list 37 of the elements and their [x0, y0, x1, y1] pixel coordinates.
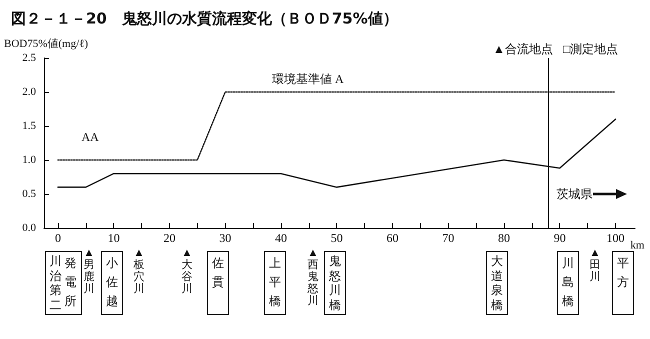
x-axis-title: km [630, 240, 645, 252]
y-axis-title: BOD75%値(mg/ℓ) [4, 37, 88, 51]
y-tick-label: 2.0 [22, 86, 36, 98]
text: 大道泉橋 [491, 254, 503, 312]
chart-title: 図２－１－20 鬼怒川の水質流程変化（ＢＯＤ75%値） [11, 10, 398, 28]
text: ▲板穴川 [134, 247, 144, 295]
text: 佐貫 [212, 255, 224, 291]
ref-line-label: 茨城県 [556, 186, 593, 202]
text: 川島橋 [562, 255, 574, 310]
x-tick-label: 80 [498, 231, 510, 245]
x-tick-label: 0 [54, 231, 61, 245]
text: ▲合流地点 [493, 41, 553, 58]
x-tick-label: 20 [163, 231, 176, 245]
text: ▲西鬼怒川 [308, 247, 318, 307]
x-tick-label: 10 [108, 231, 120, 245]
y-tick-label: 1.0 [22, 154, 36, 166]
text: □測定地点 [563, 41, 618, 58]
y-tick-label: 0.0 [22, 222, 36, 234]
x-tick-label: 30 [219, 231, 232, 245]
text: ▲男鹿川 [84, 247, 94, 295]
text: ▲田川 [590, 247, 600, 283]
x-tick-label: 60 [386, 231, 398, 245]
text: 鬼怒川橋 [329, 254, 341, 312]
annotation: AA [82, 130, 99, 145]
text: 平方 [617, 255, 629, 291]
x-tick-label: 50 [330, 231, 343, 245]
x-tick-label: 40 [274, 231, 287, 245]
x-tick-label: 90 [554, 231, 566, 245]
text: 上平橋 [269, 255, 281, 310]
y-tick-label: 0.5 [22, 188, 36, 200]
y-tick-label: 1.5 [22, 120, 36, 132]
x-tick-label: 100 [606, 231, 624, 245]
x-tick-label: 70 [442, 231, 454, 245]
text: ▲大谷川 [182, 247, 192, 295]
y-tick-label: 2.5 [22, 52, 36, 64]
text: 小佐越 [106, 255, 118, 310]
annotation: 環境基準値 A [272, 71, 344, 88]
